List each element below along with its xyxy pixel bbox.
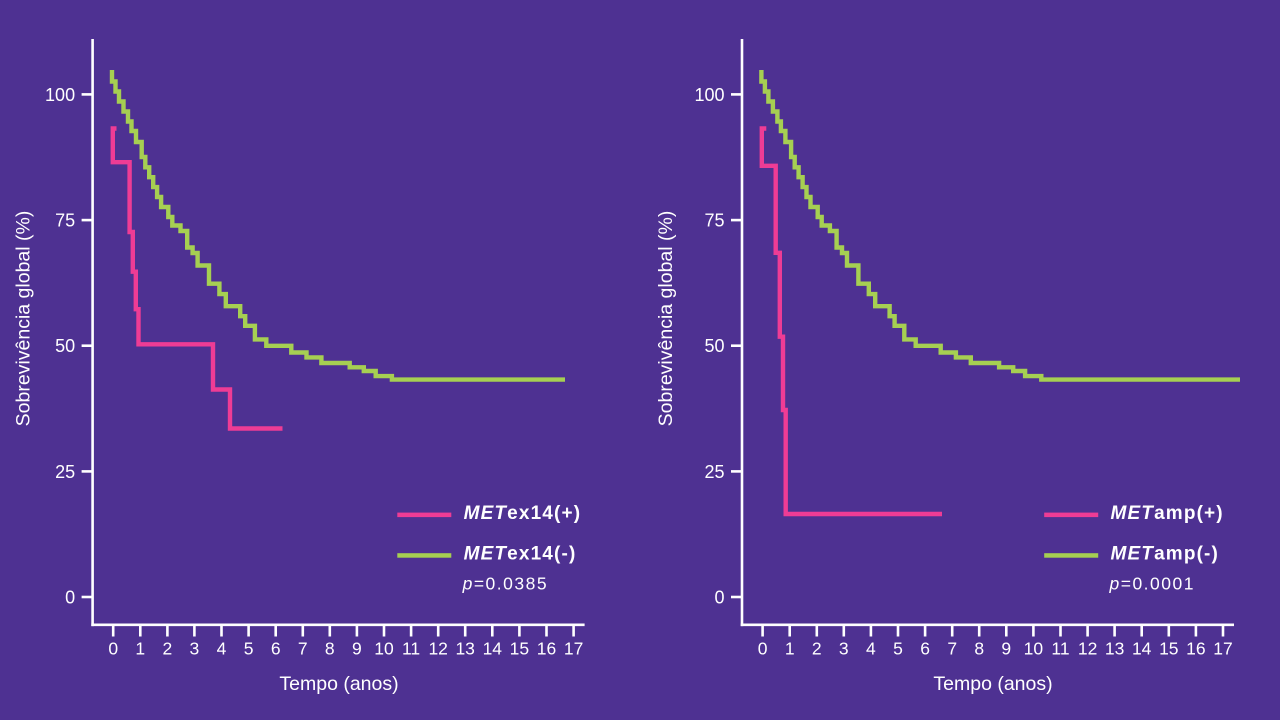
svg-text:4: 4	[217, 638, 227, 658]
svg-text:3: 3	[190, 638, 200, 658]
svg-text:p=0.0001: p=0.0001	[1109, 574, 1195, 594]
svg-text:7: 7	[947, 638, 957, 658]
svg-text:15: 15	[510, 638, 529, 658]
svg-text:9: 9	[352, 638, 362, 658]
svg-text:1: 1	[135, 638, 145, 658]
svg-text:Tempo (anos): Tempo (anos)	[933, 673, 1052, 695]
svg-text:5: 5	[244, 638, 254, 658]
svg-text:0: 0	[65, 587, 75, 607]
svg-text:16: 16	[1186, 638, 1205, 658]
svg-text:6: 6	[271, 638, 281, 658]
svg-text:METamp(+): METamp(+)	[1111, 503, 1224, 524]
svg-text:0: 0	[758, 638, 768, 658]
svg-text:13: 13	[1105, 638, 1124, 658]
svg-text:50: 50	[55, 336, 75, 356]
svg-text:4: 4	[866, 638, 876, 658]
svg-text:12: 12	[428, 638, 447, 658]
svg-text:15: 15	[1159, 638, 1178, 658]
svg-text:8: 8	[974, 638, 984, 658]
svg-text:2: 2	[163, 638, 173, 658]
svg-text:p=0.0385: p=0.0385	[462, 574, 548, 594]
svg-text:9: 9	[1001, 638, 1011, 658]
svg-text:75: 75	[55, 211, 75, 231]
svg-text:75: 75	[704, 211, 724, 231]
svg-text:Tempo (anos): Tempo (anos)	[279, 673, 398, 695]
svg-text:11: 11	[402, 638, 420, 658]
svg-text:3: 3	[839, 638, 849, 658]
svg-text:Sobrevivência global (%): Sobrevivência global (%)	[13, 211, 35, 427]
svg-text:12: 12	[1078, 638, 1097, 658]
svg-text:10: 10	[374, 638, 394, 658]
svg-text:14: 14	[1132, 638, 1152, 658]
svg-text:1: 1	[785, 638, 795, 658]
svg-text:17: 17	[1213, 638, 1232, 658]
svg-text:METamp(-): METamp(-)	[1111, 544, 1220, 565]
svg-text:25: 25	[55, 462, 75, 482]
svg-text:100: 100	[694, 85, 724, 105]
svg-text:10: 10	[1024, 638, 1044, 658]
svg-text:25: 25	[704, 462, 724, 482]
svg-text:7: 7	[298, 638, 308, 658]
svg-text:16: 16	[537, 638, 556, 658]
svg-text:0: 0	[714, 587, 724, 607]
svg-text:17: 17	[564, 638, 583, 658]
svg-text:11: 11	[1051, 638, 1069, 658]
svg-text:METex14(+): METex14(+)	[464, 503, 582, 524]
svg-text:Sobrevivência global (%): Sobrevivência global (%)	[655, 211, 677, 427]
svg-text:2: 2	[812, 638, 822, 658]
svg-text:METex14(-): METex14(-)	[464, 544, 577, 565]
svg-text:100: 100	[45, 85, 75, 105]
svg-text:8: 8	[325, 638, 335, 658]
svg-text:13: 13	[455, 638, 474, 658]
svg-text:0: 0	[108, 638, 118, 658]
svg-text:6: 6	[920, 638, 930, 658]
svg-text:50: 50	[704, 336, 724, 356]
svg-text:14: 14	[483, 638, 503, 658]
svg-text:5: 5	[893, 638, 903, 658]
